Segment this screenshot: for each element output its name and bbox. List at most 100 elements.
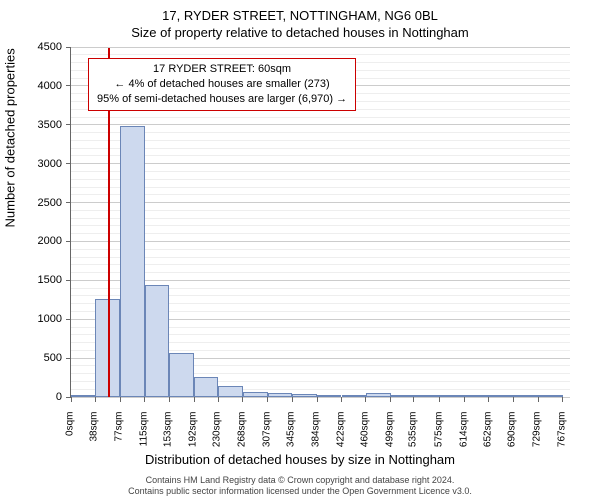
histogram-bar <box>366 393 391 397</box>
chart-title-address: 17, RYDER STREET, NOTTINGHAM, NG6 0BL <box>0 8 600 23</box>
info-box-property: 17 RYDER STREET: 60sqm <box>97 62 347 77</box>
x-tick-label: 192sqm <box>188 412 199 462</box>
x-tick-mark <box>267 397 268 402</box>
grid-minor-line <box>71 272 570 273</box>
grid-major-line <box>71 124 570 125</box>
subject-property-info-box: 17 RYDER STREET: 60sqm ← 4% of detached … <box>88 58 356 111</box>
grid-major-line <box>71 47 570 48</box>
histogram-bar <box>465 395 489 397</box>
x-tick-mark <box>292 397 293 402</box>
x-tick-label: 345sqm <box>286 412 297 462</box>
grid-major-line <box>71 280 570 281</box>
info-box-smaller-pct: ← 4% of detached houses are smaller (273… <box>97 77 347 92</box>
y-tick-label: 500 <box>22 352 62 364</box>
x-tick-mark <box>194 397 195 402</box>
y-tick-label: 0 <box>22 391 62 403</box>
grid-minor-line <box>71 264 570 265</box>
x-tick-mark <box>513 397 514 402</box>
histogram-bar <box>145 285 169 397</box>
x-tick-mark <box>488 397 489 402</box>
grid-minor-line <box>71 54 570 55</box>
x-tick-label: 384sqm <box>311 412 322 462</box>
x-tick-mark <box>365 397 366 402</box>
x-tick-mark <box>317 397 318 402</box>
y-tick-label: 3500 <box>22 119 62 131</box>
x-tick-label: 38sqm <box>89 412 100 462</box>
grid-minor-line <box>71 187 570 188</box>
x-tick-label: 77sqm <box>114 412 125 462</box>
histogram-bar <box>538 395 562 397</box>
histogram-bar <box>120 126 144 397</box>
grid-minor-line <box>71 249 570 250</box>
grid-minor-line <box>71 218 570 219</box>
x-tick-label: 460sqm <box>359 412 370 462</box>
grid-minor-line <box>71 233 570 234</box>
grid-minor-line <box>71 194 570 195</box>
x-tick-label: 729sqm <box>532 412 543 462</box>
x-tick-mark <box>341 397 342 402</box>
histogram-bar <box>169 353 194 397</box>
x-tick-mark <box>242 397 243 402</box>
x-tick-label: 535sqm <box>407 412 418 462</box>
histogram-bar <box>243 392 268 397</box>
y-tick-mark <box>66 358 71 359</box>
grid-minor-line <box>71 225 570 226</box>
x-tick-mark <box>169 397 170 402</box>
x-tick-label: 652sqm <box>482 412 493 462</box>
footer-line2: Contains public sector information licen… <box>0 486 600 498</box>
x-tick-label: 0sqm <box>65 412 76 462</box>
histogram-bar <box>218 386 242 397</box>
x-tick-label: 767sqm <box>556 412 567 462</box>
histogram-bar <box>513 395 538 397</box>
x-tick-mark <box>120 397 121 402</box>
histogram-bar <box>342 395 366 397</box>
histogram-bar <box>268 393 292 397</box>
histogram-bar <box>194 377 218 397</box>
x-tick-mark <box>538 397 539 402</box>
grid-major-line <box>71 163 570 164</box>
y-tick-mark <box>66 124 71 125</box>
y-tick-mark <box>66 319 71 320</box>
y-tick-mark <box>66 202 71 203</box>
x-tick-mark <box>144 397 145 402</box>
y-tick-mark <box>66 163 71 164</box>
grid-minor-line <box>71 257 570 258</box>
x-tick-mark <box>95 397 96 402</box>
chart-title-subtitle: Size of property relative to detached ho… <box>0 25 600 40</box>
x-tick-mark <box>390 397 391 402</box>
histogram-bar <box>440 395 465 397</box>
grid-minor-line <box>71 155 570 156</box>
y-tick-label: 2500 <box>22 197 62 209</box>
grid-minor-line <box>71 179 570 180</box>
x-tick-label: 499sqm <box>384 412 395 462</box>
footer-attribution: Contains HM Land Registry data © Crown c… <box>0 475 600 498</box>
x-tick-label: 575sqm <box>433 412 444 462</box>
y-tick-label: 1000 <box>22 313 62 325</box>
y-tick-label: 1500 <box>22 274 62 286</box>
histogram-bar <box>109 299 120 397</box>
grid-minor-line <box>71 210 570 211</box>
grid-major-line <box>71 241 570 242</box>
histogram-bar <box>414 395 440 397</box>
x-tick-mark <box>413 397 414 402</box>
x-tick-label: 268sqm <box>236 412 247 462</box>
chart-container: 17, RYDER STREET, NOTTINGHAM, NG6 0BL Si… <box>0 0 600 500</box>
x-tick-label: 690sqm <box>507 412 518 462</box>
grid-minor-line <box>71 140 570 141</box>
y-axis-label: Number of detached properties <box>3 48 18 227</box>
y-tick-label: 4000 <box>22 80 62 92</box>
histogram-bar <box>95 299 109 397</box>
x-tick-label: 153sqm <box>163 412 174 462</box>
y-tick-mark <box>66 280 71 281</box>
histogram-bar <box>489 395 513 397</box>
grid-minor-line <box>71 171 570 172</box>
grid-minor-line <box>71 117 570 118</box>
x-tick-label: 614sqm <box>458 412 469 462</box>
x-tick-label: 307sqm <box>261 412 272 462</box>
y-tick-mark <box>66 47 71 48</box>
y-tick-label: 3000 <box>22 158 62 170</box>
x-tick-mark <box>464 397 465 402</box>
x-tick-label: 115sqm <box>138 412 149 462</box>
y-tick-label: 2000 <box>22 235 62 247</box>
info-box-larger-pct: 95% of semi-detached houses are larger (… <box>97 92 347 107</box>
